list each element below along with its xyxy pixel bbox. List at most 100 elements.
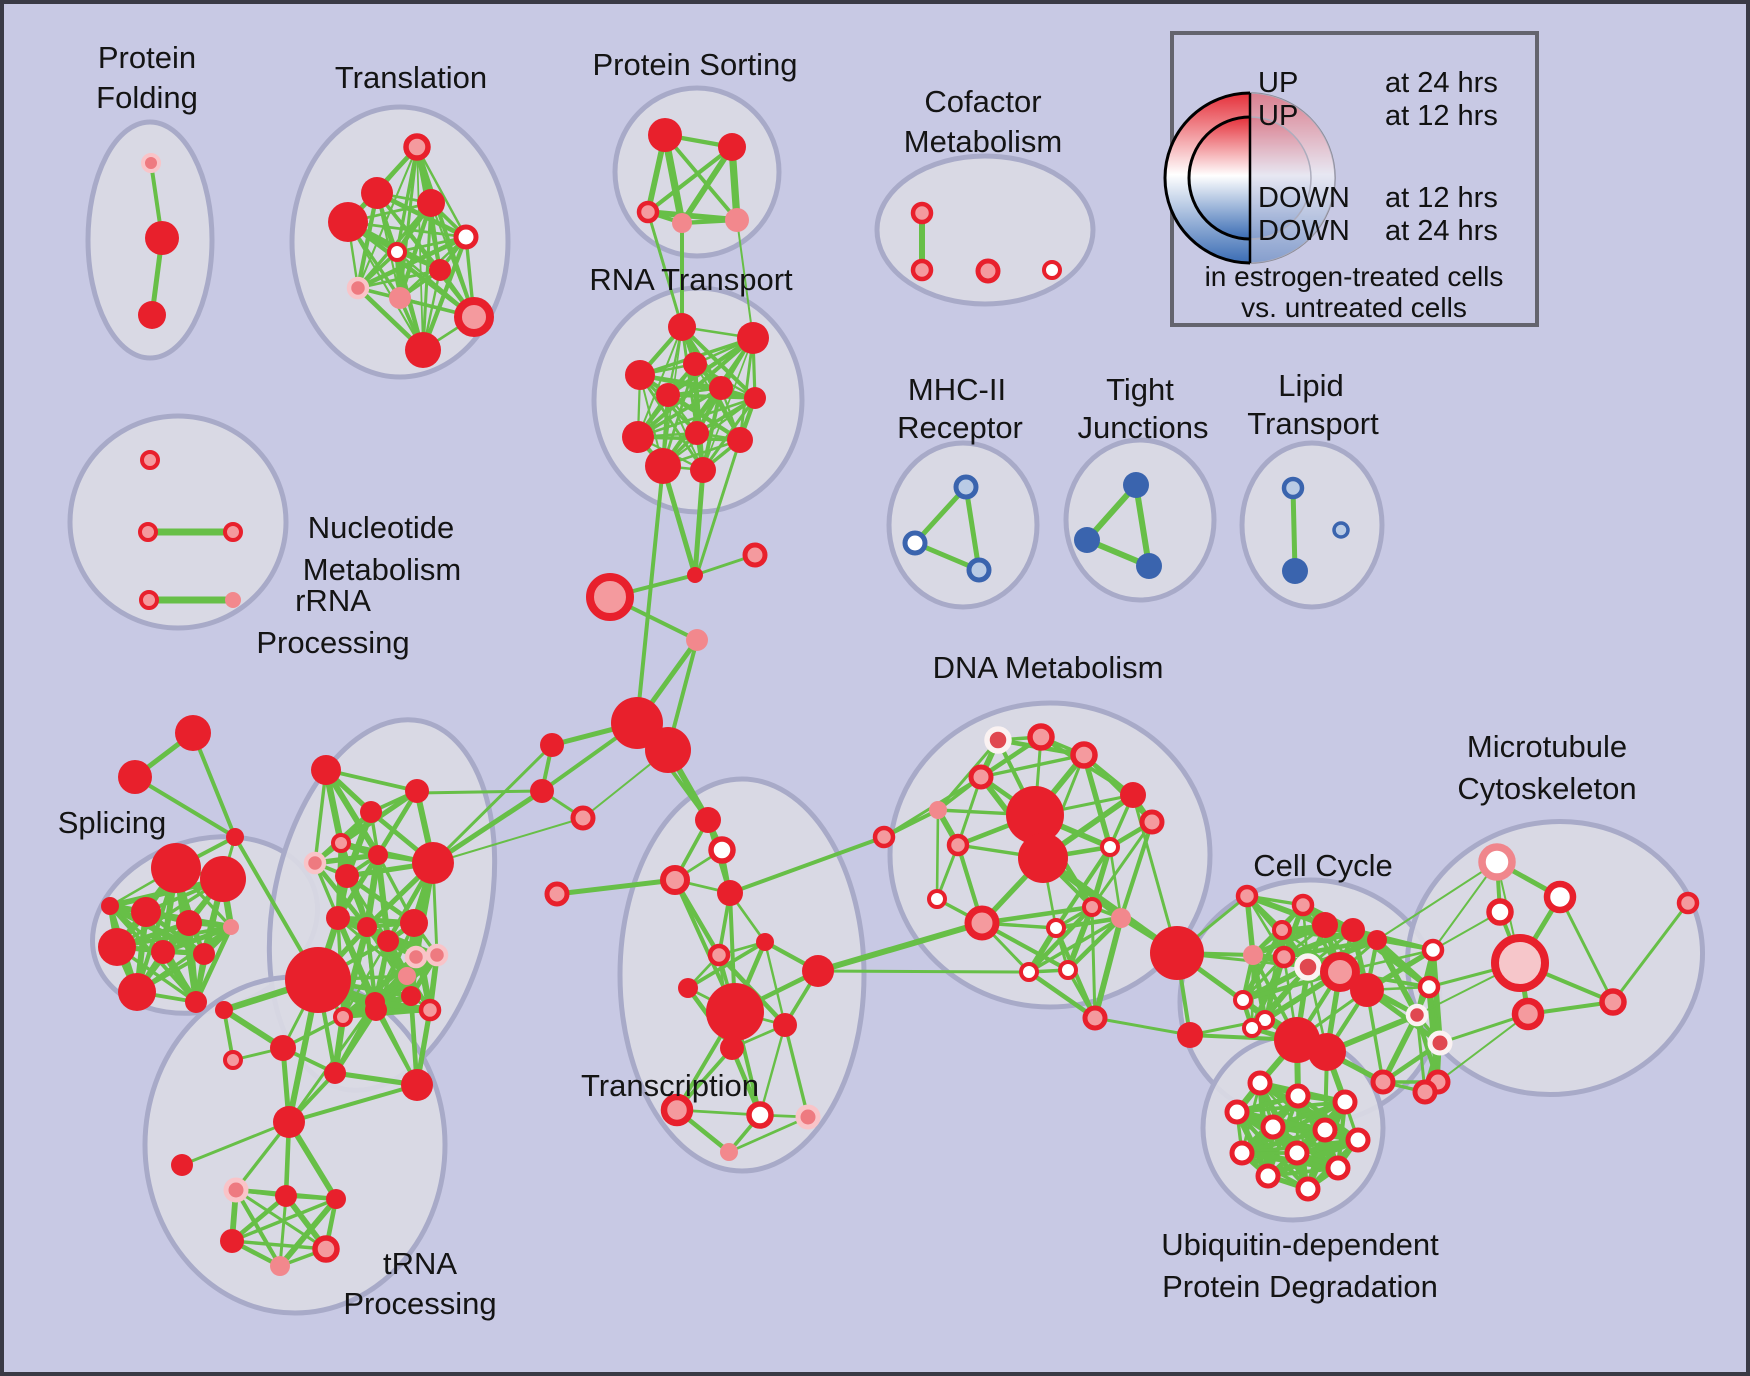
network-node[interactable]	[1294, 953, 1322, 981]
network-node[interactable]	[1312, 912, 1338, 938]
network-node[interactable]	[966, 557, 992, 583]
network-node[interactable]	[389, 287, 411, 309]
network-node[interactable]	[275, 1185, 297, 1207]
network-node[interactable]	[270, 1035, 296, 1061]
network-node[interactable]	[1412, 1079, 1438, 1105]
network-node[interactable]	[138, 522, 158, 542]
network-node[interactable]	[1074, 527, 1100, 553]
network-node[interactable]	[151, 843, 201, 893]
network-node[interactable]	[622, 421, 654, 453]
network-node[interactable]	[687, 567, 703, 583]
network-node[interactable]	[1511, 997, 1545, 1031]
network-node[interactable]	[223, 1177, 249, 1203]
network-node[interactable]	[660, 1093, 694, 1127]
network-node[interactable]	[1082, 897, 1102, 917]
network-node[interactable]	[756, 933, 774, 951]
network-node[interactable]	[139, 590, 159, 610]
network-node[interactable]	[1478, 843, 1516, 881]
network-node[interactable]	[346, 276, 370, 300]
network-node[interactable]	[429, 259, 451, 281]
network-node[interactable]	[727, 427, 753, 453]
network-node[interactable]	[586, 573, 634, 621]
network-node[interactable]	[1006, 786, 1064, 844]
network-node[interactable]	[1291, 893, 1315, 917]
network-node[interactable]	[672, 213, 692, 233]
network-node[interactable]	[625, 360, 655, 390]
network-node[interactable]	[1150, 926, 1204, 980]
network-node[interactable]	[1350, 973, 1384, 1007]
network-node[interactable]	[1345, 1127, 1371, 1153]
network-node[interactable]	[303, 851, 327, 875]
network-node[interactable]	[645, 727, 691, 773]
network-node[interactable]	[1272, 945, 1296, 969]
network-node[interactable]	[708, 836, 736, 864]
network-node[interactable]	[360, 801, 382, 823]
network-node[interactable]	[683, 352, 707, 376]
network-node[interactable]	[454, 297, 494, 337]
network-node[interactable]	[1308, 1033, 1346, 1071]
network-node[interactable]	[984, 726, 1012, 754]
network-node[interactable]	[1281, 476, 1305, 500]
network-node[interactable]	[1046, 918, 1066, 938]
network-node[interactable]	[453, 224, 479, 250]
network-node[interactable]	[387, 242, 407, 262]
network-node[interactable]	[645, 448, 681, 484]
network-node[interactable]	[695, 807, 721, 833]
network-node[interactable]	[418, 998, 442, 1022]
network-node[interactable]	[361, 177, 393, 209]
network-node[interactable]	[138, 301, 166, 329]
network-node[interactable]	[910, 258, 934, 282]
network-node[interactable]	[151, 940, 175, 964]
network-node[interactable]	[193, 943, 215, 965]
network-node[interactable]	[1486, 898, 1514, 926]
network-node[interactable]	[686, 629, 708, 651]
network-node[interactable]	[331, 833, 351, 853]
network-node[interactable]	[1367, 930, 1387, 950]
network-node[interactable]	[902, 530, 928, 556]
network-node[interactable]	[1139, 809, 1165, 835]
network-node[interactable]	[403, 133, 431, 161]
network-node[interactable]	[333, 1007, 353, 1027]
network-node[interactable]	[570, 805, 596, 831]
network-node[interactable]	[425, 943, 449, 967]
network-node[interactable]	[404, 945, 428, 969]
network-node[interactable]	[1019, 962, 1039, 982]
network-node[interactable]	[742, 542, 768, 568]
network-node[interactable]	[1285, 1083, 1311, 1109]
network-node[interactable]	[335, 864, 359, 888]
network-node[interactable]	[312, 1235, 340, 1263]
network-node[interactable]	[964, 905, 1000, 941]
network-node[interactable]	[270, 1256, 290, 1276]
network-node[interactable]	[118, 760, 152, 794]
network-node[interactable]	[215, 1001, 233, 1019]
network-node[interactable]	[1070, 741, 1098, 769]
network-node[interactable]	[171, 1154, 193, 1176]
network-node[interactable]	[1543, 880, 1577, 914]
network-node[interactable]	[324, 1062, 346, 1084]
network-node[interactable]	[1491, 934, 1549, 992]
network-node[interactable]	[326, 1189, 346, 1209]
network-node[interactable]	[1421, 938, 1445, 962]
network-node[interactable]	[118, 973, 156, 1011]
network-node[interactable]	[773, 1013, 797, 1037]
network-node[interactable]	[530, 779, 554, 803]
network-node[interactable]	[101, 897, 119, 915]
network-node[interactable]	[357, 917, 377, 937]
network-node[interactable]	[273, 1106, 305, 1138]
network-node[interactable]	[1341, 918, 1365, 942]
network-node[interactable]	[1405, 1003, 1429, 1027]
network-node[interactable]	[176, 910, 202, 936]
network-node[interactable]	[1312, 1117, 1338, 1143]
network-node[interactable]	[326, 906, 350, 930]
network-node[interactable]	[975, 258, 1001, 284]
network-node[interactable]	[1676, 891, 1700, 915]
network-node[interactable]	[1018, 833, 1068, 883]
network-node[interactable]	[1242, 1018, 1262, 1038]
network-node[interactable]	[1599, 988, 1627, 1016]
network-node[interactable]	[737, 322, 769, 354]
network-node[interactable]	[872, 825, 896, 849]
network-node[interactable]	[1320, 952, 1360, 992]
network-node[interactable]	[145, 221, 179, 255]
network-node[interactable]	[744, 387, 766, 409]
network-node[interactable]	[540, 733, 564, 757]
